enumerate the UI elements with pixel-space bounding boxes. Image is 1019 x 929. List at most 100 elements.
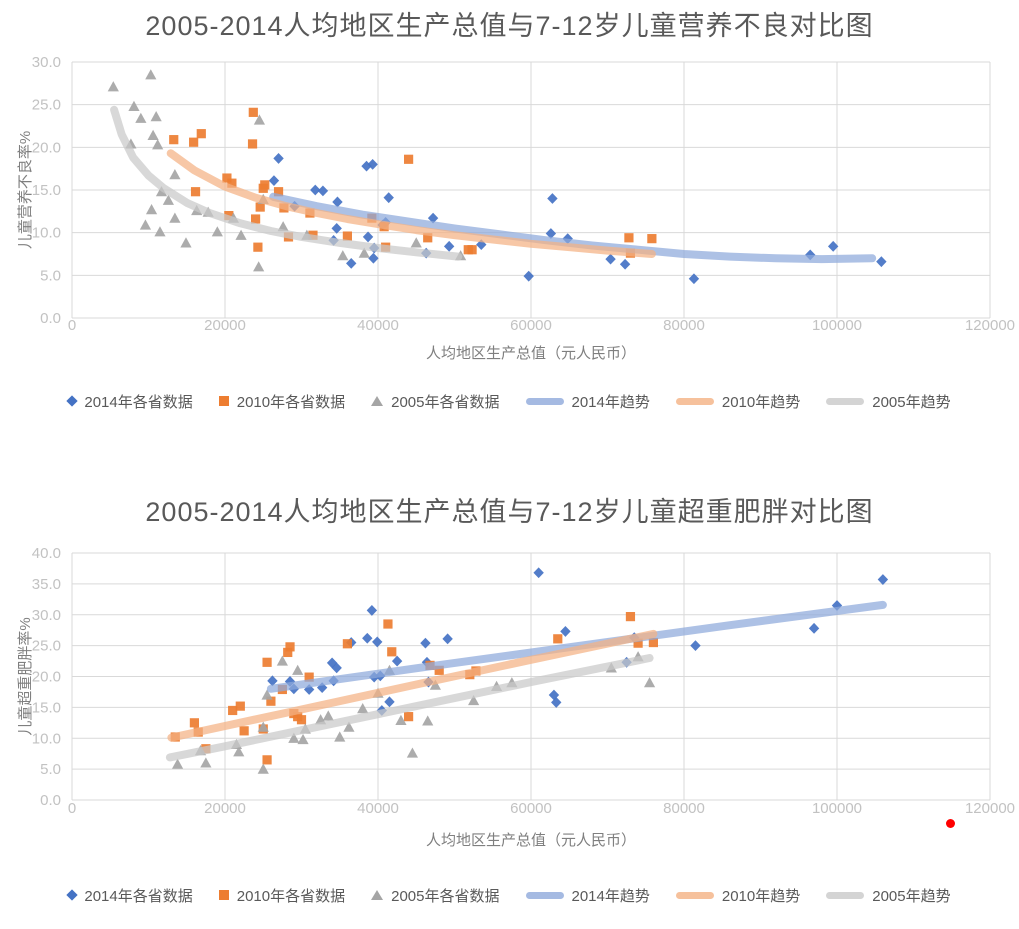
y-tick-label: 20.0 (32, 139, 61, 156)
diamond-marker-icon (362, 231, 374, 243)
triangle-marker-icon (139, 219, 152, 230)
triangle-marker-icon (261, 689, 273, 700)
chart-malnutrition: 2005-2014人均地区生产总值与7-12岁儿童营养不良对比图 0.0 5.0 1… (0, 6, 1019, 414)
triangle-marker-icon (406, 747, 419, 758)
y-tick-label: 10.0 (32, 225, 61, 242)
x-tick-label: 80000 (663, 317, 705, 334)
legend-item: 2010年趋势 (675, 391, 801, 412)
x-tick-label: 100000 (812, 800, 862, 817)
square-marker-icon (228, 705, 238, 716)
line-swatch-icon (826, 397, 865, 405)
trend-line-0 (269, 192, 877, 264)
diamond-marker-icon (372, 636, 383, 648)
y-tick-label: 5.0 (40, 267, 61, 284)
square-marker-icon (266, 696, 276, 706)
diamond-marker-icon (560, 626, 571, 637)
diamond-marker-icon (688, 273, 700, 285)
x-tick-label: 60000 (510, 800, 552, 817)
triangle-marker-icon (357, 703, 369, 714)
square-marker-icon (235, 701, 245, 711)
diamond-marker-icon (361, 160, 372, 172)
diamond-marker-icon (420, 637, 431, 649)
axis-tick-labels: 0.0 5.0 10.0 15.0 20.0 25.0 30.0 35.0 40.0 0 20000… (32, 545, 1015, 817)
square-marker-icon (251, 214, 261, 224)
diamond-marker-icon (605, 253, 616, 265)
diamond-marker-icon (808, 622, 820, 634)
y-tick-label: 15.0 (32, 182, 61, 199)
x-tick-label: 120000 (965, 800, 1015, 817)
y-tick-label: 10.0 (32, 730, 61, 747)
square-marker-icon (273, 187, 284, 197)
diamond-marker-icon (366, 605, 378, 616)
y-tick-label: 0.0 (40, 310, 61, 327)
triangle-marker-icon (410, 237, 422, 248)
triangle-marker-icon (150, 111, 162, 122)
square-marker-icon (648, 637, 658, 648)
triangle-marker-icon (162, 194, 174, 205)
chart-legend-malnutrition: 2014年各省数据 2010年各省数据 2005年各省数据 2014年趋势 2010年趋… (0, 388, 1019, 414)
legend-item: 2014年各省数据 (66, 885, 193, 906)
trend-line-2 (110, 105, 463, 261)
square-marker-icon (255, 202, 265, 212)
square-marker-icon (296, 715, 307, 725)
diamond-marker-icon (268, 175, 280, 187)
legend-item: 2005年各省数据 (371, 391, 500, 412)
triangle-marker-icon (235, 229, 247, 240)
square-marker-icon (239, 726, 249, 736)
square-marker-icon (247, 139, 258, 149)
square-marker-icon (227, 178, 237, 188)
y-tick-label: 0.0 (40, 792, 61, 809)
chart-legend-overweight: 2014年各省数据 2010年各省数据 2005年各省数据 2014年趋势 2010年趋… (0, 882, 1019, 908)
triangle-marker-icon (322, 710, 334, 721)
square-marker-icon (189, 718, 199, 728)
square-marker-icon (553, 634, 563, 644)
square-marker-icon (262, 755, 272, 765)
triangle-marker-icon (253, 261, 265, 272)
diamond-marker-icon (383, 192, 394, 204)
diamond-marker-icon (391, 655, 403, 667)
diamond-marker-icon (690, 640, 701, 652)
x-tick-label: 80000 (663, 800, 705, 817)
triangle-marker-icon (128, 100, 140, 111)
legend-item: 2005年趋势 (826, 391, 951, 412)
triangle-marker-icon (233, 746, 245, 757)
diamond-marker-icon (877, 574, 889, 585)
triangle-marker-icon (297, 733, 309, 745)
square-marker-icon (624, 233, 634, 243)
diamond-marker-icon (368, 252, 379, 264)
diamond-marker-icon (619, 258, 631, 270)
triangle-marker-icon (334, 731, 346, 742)
legend-item: 2005年各省数据 (371, 885, 500, 906)
square-marker-icon (260, 180, 270, 190)
triangle-marker-icon (253, 114, 266, 125)
trend-line-1 (167, 629, 658, 742)
triangle-marker-icon (169, 212, 181, 223)
legend-label: 2014年各省数据 (84, 393, 193, 411)
x-axis-title: 人均地区生产总值（元人民币） (426, 832, 636, 849)
trend-line-1 (166, 149, 656, 258)
square-marker-icon (169, 135, 179, 145)
legend-label: 2010年各省数据 (236, 393, 346, 411)
triangle-marker-icon (257, 721, 269, 732)
legend-label: 2005年各省数据 (391, 393, 500, 411)
diamond-marker-icon (267, 675, 278, 687)
diamond-marker-icon (551, 697, 562, 708)
line-swatch-icon (525, 891, 564, 899)
triangle-marker-icon (145, 69, 157, 80)
chart-overweight: 2005-2014人均地区生产总值与7-12岁儿童超重肥胖对比图 0.0 5.0 1… (0, 492, 1019, 908)
line-swatch-icon (826, 891, 865, 899)
diamond-marker-icon (442, 633, 453, 645)
line-swatch-icon (525, 397, 564, 405)
triangle-marker-icon (343, 721, 355, 732)
triangle-swatch-icon (371, 890, 384, 900)
diamond-marker-icon (533, 567, 544, 579)
square-marker-icon (222, 173, 232, 183)
diamond-marker-icon (876, 256, 887, 268)
line-swatch-icon (675, 891, 714, 899)
triangle-marker-icon (276, 655, 288, 666)
triangle-marker-icon (154, 226, 166, 237)
legend-label: 2010年趋势 (721, 393, 801, 411)
legend-item: 2005年趋势 (826, 885, 951, 906)
square-marker-icon (283, 647, 293, 658)
triangle-marker-icon (200, 757, 212, 768)
